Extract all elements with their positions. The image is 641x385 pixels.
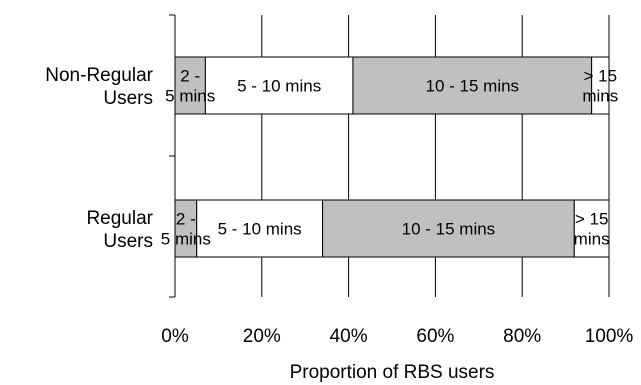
bar-segment bbox=[573, 199, 610, 258]
bar-segment bbox=[174, 56, 206, 115]
category-label: Users bbox=[103, 88, 153, 109]
segment-label: > 15 bbox=[584, 67, 618, 86]
bar-segment bbox=[204, 56, 354, 115]
x-tick-label: 80% bbox=[503, 326, 541, 347]
bar-segment bbox=[196, 199, 324, 258]
segment-label: 10 - 15 mins bbox=[402, 220, 496, 239]
category-label: Non-Regular bbox=[45, 65, 153, 86]
x-axis-title: Proportion of RBS users bbox=[290, 362, 495, 383]
segment-label: 5 mins bbox=[165, 87, 215, 106]
segment-label: > 15 bbox=[575, 210, 609, 229]
category-label: Users bbox=[103, 231, 153, 252]
category-label: Regular bbox=[86, 208, 153, 229]
segment-label: mins bbox=[574, 230, 610, 249]
segment-label: mins bbox=[582, 87, 618, 106]
bar-segment bbox=[322, 199, 575, 258]
axes bbox=[169, 14, 176, 298]
segment-label: 2 - bbox=[180, 67, 200, 86]
bar-segment bbox=[352, 56, 593, 115]
segment-label: 5 - 10 mins bbox=[218, 220, 302, 239]
x-tick-label: 40% bbox=[330, 326, 368, 347]
bar-segment bbox=[591, 56, 610, 115]
x-tick-label: 0% bbox=[161, 326, 189, 347]
segment-label: 10 - 15 mins bbox=[426, 77, 520, 96]
segment-label: 5 - 10 mins bbox=[237, 77, 321, 96]
segment-label: 2 - bbox=[176, 210, 196, 229]
x-tick-label: 100% bbox=[585, 326, 634, 347]
segment-label: 5 mins bbox=[161, 230, 211, 249]
x-tick-label: 60% bbox=[416, 326, 454, 347]
labels: 0% 20% 40% 60% 80% 100%Non-RegularUsersRegula… bbox=[45, 65, 633, 347]
bars bbox=[174, 56, 610, 258]
x-tick-label: 20% bbox=[243, 326, 281, 347]
